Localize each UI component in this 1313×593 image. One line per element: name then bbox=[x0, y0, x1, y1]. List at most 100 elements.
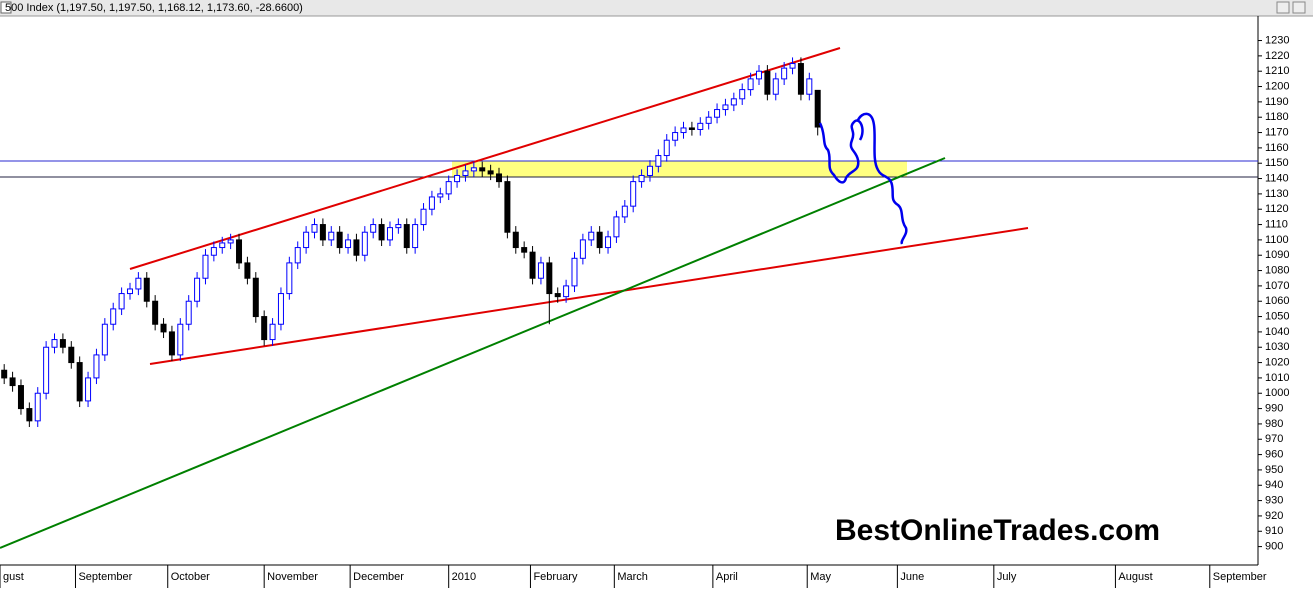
watermark: BestOnlineTrades.com bbox=[835, 514, 1160, 547]
maximize-button[interactable] bbox=[1292, 1, 1306, 14]
candle-body bbox=[1, 369, 8, 379]
candle-body bbox=[730, 98, 737, 106]
x-tick-label: May bbox=[810, 571, 831, 583]
candle-body bbox=[395, 224, 402, 229]
trend-line bbox=[149, 227, 1029, 365]
y-tick-label: 1070 bbox=[1265, 280, 1289, 292]
candle-body bbox=[85, 377, 92, 402]
candle-body bbox=[168, 331, 175, 356]
candle-body bbox=[680, 127, 687, 134]
candle-body bbox=[286, 262, 293, 295]
candle-body bbox=[76, 362, 83, 402]
y-tick-label: 910 bbox=[1265, 525, 1283, 537]
y-tick-label: 1090 bbox=[1265, 249, 1289, 261]
candle-body bbox=[621, 205, 628, 218]
candle-body bbox=[17, 385, 24, 410]
candle-body bbox=[663, 139, 670, 157]
candle-body bbox=[345, 239, 352, 249]
candle-body bbox=[403, 224, 410, 249]
y-tick-label: 1030 bbox=[1265, 341, 1289, 353]
candle-body bbox=[764, 70, 771, 95]
x-tick-label: November bbox=[267, 571, 318, 583]
candle-body bbox=[772, 78, 779, 95]
y-tick-label: 1100 bbox=[1265, 234, 1289, 246]
candle-body bbox=[714, 109, 721, 118]
trend-line bbox=[129, 47, 841, 270]
candle-body bbox=[378, 224, 385, 241]
window-icon bbox=[0, 1, 12, 14]
x-tick-label: August bbox=[1118, 571, 1152, 583]
candle-body bbox=[68, 346, 75, 364]
candle-body bbox=[219, 242, 226, 249]
candle-body bbox=[386, 227, 393, 241]
x-tick-label: April bbox=[716, 571, 738, 583]
candle-body bbox=[504, 181, 511, 233]
candle-body bbox=[152, 300, 159, 325]
candle-body bbox=[454, 174, 461, 183]
candle-body bbox=[546, 262, 553, 295]
candle-body bbox=[814, 89, 821, 128]
y-tick-label: 980 bbox=[1265, 418, 1283, 430]
candle-body bbox=[9, 377, 16, 387]
candle-body bbox=[512, 231, 519, 249]
candle-body bbox=[445, 181, 452, 195]
candle-body bbox=[521, 247, 528, 253]
candle-body bbox=[43, 346, 50, 394]
window-title: 500 Index (1,197.50, 1,197.50, 1,168.12,… bbox=[5, 2, 303, 14]
y-tick-label: 1180 bbox=[1265, 111, 1289, 123]
x-tick-label: September bbox=[1213, 571, 1267, 583]
candle-body bbox=[697, 122, 704, 130]
candle-body bbox=[563, 285, 570, 298]
x-tick-label: February bbox=[533, 571, 578, 583]
candle-body bbox=[462, 170, 469, 176]
y-tick-label: 1220 bbox=[1265, 50, 1289, 62]
y-tick-label: 1080 bbox=[1265, 264, 1289, 276]
candle-body bbox=[236, 239, 243, 264]
y-tick-label: 960 bbox=[1265, 448, 1283, 460]
y-tick-label: 1010 bbox=[1265, 372, 1289, 384]
x-tick-label: gust bbox=[3, 571, 24, 583]
y-tick-label: 1200 bbox=[1265, 80, 1289, 92]
candle-body bbox=[59, 339, 66, 348]
candle-body bbox=[412, 224, 419, 249]
y-tick-label: 900 bbox=[1265, 541, 1283, 553]
x-tick-label: October bbox=[171, 571, 210, 583]
y-tick-label: 1040 bbox=[1265, 326, 1289, 338]
candles bbox=[1, 57, 821, 427]
x-tick-label: June bbox=[900, 571, 924, 583]
title-bar bbox=[0, 0, 1313, 16]
candle-body bbox=[26, 408, 33, 422]
candle-body bbox=[269, 323, 276, 341]
candle-body bbox=[470, 167, 477, 172]
candle-body bbox=[361, 231, 368, 256]
candle-body bbox=[529, 251, 536, 279]
projection-path bbox=[818, 119, 864, 184]
candle-body bbox=[328, 231, 335, 241]
y-tick-label: 1140 bbox=[1265, 172, 1289, 184]
resistance-zone bbox=[452, 161, 907, 177]
candle-body bbox=[437, 193, 444, 198]
candle-body bbox=[135, 277, 142, 290]
candle-body bbox=[554, 293, 561, 298]
candle-body bbox=[789, 63, 796, 69]
candle-body bbox=[638, 174, 645, 183]
candle-body bbox=[336, 231, 343, 249]
candle-body bbox=[143, 277, 150, 302]
y-tick-label: 1050 bbox=[1265, 310, 1289, 322]
y-tick-label: 940 bbox=[1265, 479, 1283, 491]
candle-body bbox=[110, 308, 117, 325]
candle-body bbox=[672, 132, 679, 141]
candle-body bbox=[479, 167, 486, 172]
candle-body bbox=[101, 323, 108, 356]
projection-path bbox=[856, 112, 908, 245]
candle-body bbox=[51, 339, 58, 348]
candle-body bbox=[210, 247, 217, 256]
candle-body bbox=[747, 78, 754, 91]
restore-button[interactable] bbox=[1276, 1, 1290, 14]
y-tick-label: 1000 bbox=[1265, 387, 1289, 399]
candle-body bbox=[655, 155, 662, 167]
candle-body bbox=[797, 63, 804, 95]
drawings bbox=[0, 47, 1258, 549]
